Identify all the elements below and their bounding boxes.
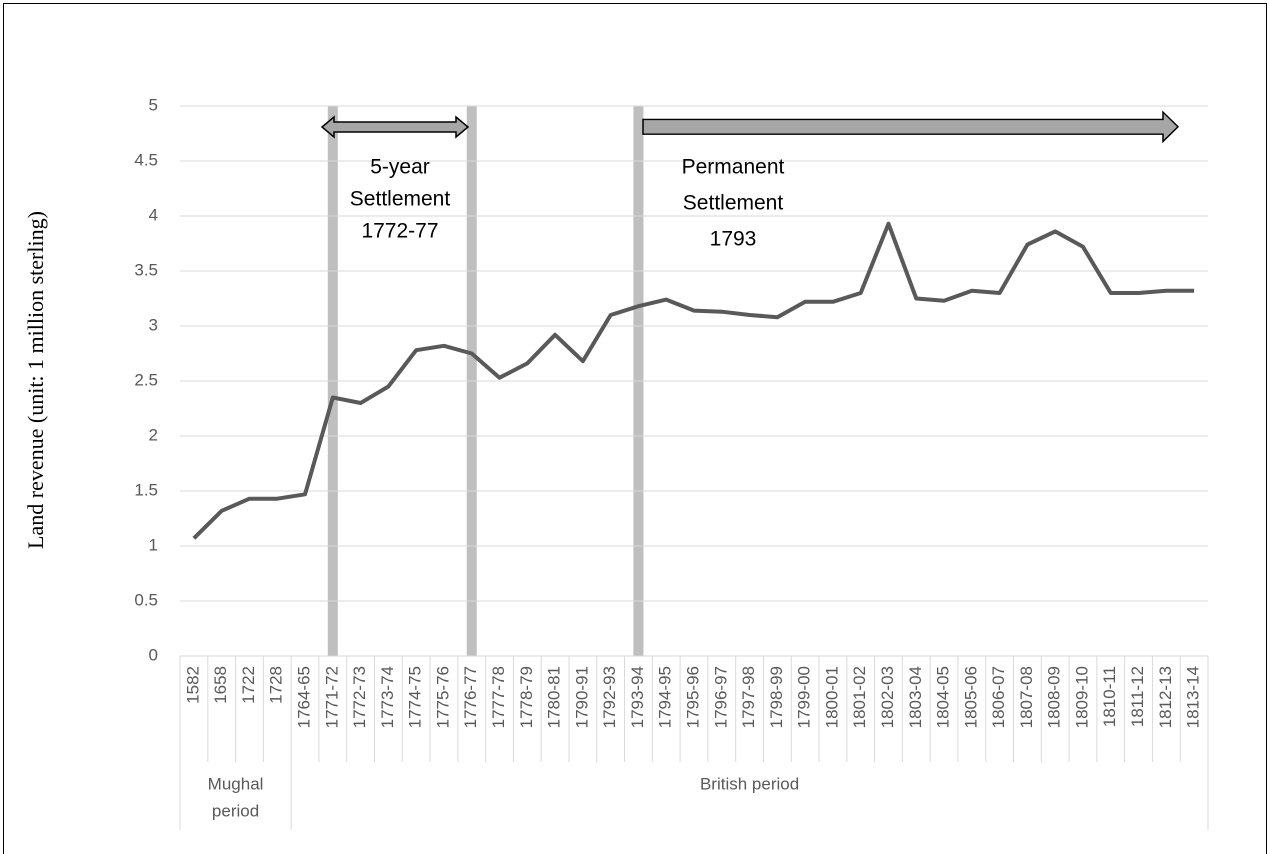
- arrows: [320, 110, 1180, 144]
- y-tick-label: 2.5: [134, 370, 158, 389]
- x-tick-label: 1802-03: [878, 666, 897, 728]
- x-tick-label: 1776-77: [461, 666, 480, 728]
- x-tick-label: 1728: [267, 666, 286, 704]
- y-tick-label: 5: [149, 95, 158, 114]
- y-tick-label: 0: [149, 645, 158, 664]
- y-tick-label: 0.5: [134, 590, 158, 609]
- group-label: British period: [700, 774, 799, 793]
- x-tick-label: 1764-65: [295, 666, 314, 728]
- y-tick-label: 4.5: [134, 150, 158, 169]
- frame: [3, 3, 1267, 854]
- annotation: Settlement: [683, 192, 784, 215]
- x-tick-label: 1771-72: [322, 666, 341, 728]
- x-tick-label: 1804-05: [934, 666, 953, 728]
- y-tick-label: 2: [149, 425, 158, 444]
- y-axis-label: Land revenue (unit: 1 million sterling): [23, 211, 48, 549]
- x-tick-label: 1775-76: [433, 666, 452, 728]
- x-tick-label: 1806-07: [989, 666, 1008, 728]
- y-tick-label: 3.5: [134, 260, 158, 279]
- x-tick-label: 1810-11: [1100, 666, 1119, 727]
- x-tick-label: 1772-73: [350, 666, 369, 728]
- annotation: 1772-77: [361, 220, 438, 243]
- x-tick-label: 1778-79: [517, 666, 536, 728]
- y-tick-label: 1: [149, 535, 158, 554]
- group-label: period: [212, 801, 259, 820]
- y-tick-label: 3: [149, 315, 158, 334]
- x-tick-label: 1790-91: [572, 666, 591, 728]
- x-tick-label: 1803-04: [906, 666, 925, 728]
- data-line: [192, 221, 1195, 540]
- x-tick-label: 1780-81: [545, 666, 564, 728]
- x-tick-label: 1807-08: [1017, 666, 1036, 728]
- x-tick-label: 1811-12: [1128, 666, 1147, 727]
- x-tick-label: 1812-13: [1156, 666, 1175, 728]
- x-tick-label: 1805-06: [961, 666, 980, 728]
- x-tick-label: 1808-09: [1045, 666, 1064, 728]
- x-tick-label: 1792-93: [600, 666, 619, 728]
- x-tick-label: 1796-97: [711, 666, 730, 728]
- x-tick-label: 1795-96: [683, 666, 702, 728]
- x-tick-label: 1801-02: [850, 666, 869, 728]
- x-tick-label: 1773-74: [378, 666, 397, 728]
- arrow: [320, 115, 470, 139]
- annotation: 5-year: [370, 156, 430, 179]
- x-tick-label: 1813-14: [1184, 666, 1203, 728]
- group-label: Mughal: [208, 774, 264, 793]
- x-tick-label: 1799-00: [795, 666, 814, 728]
- x-tick-label: 1798-99: [767, 666, 786, 728]
- y-tick-label: 4: [149, 205, 158, 224]
- annotation: 1793: [710, 228, 757, 251]
- x-tick-label: 1722: [239, 666, 258, 704]
- y-tick-label: 1.5: [134, 480, 158, 499]
- x-tick-label: 1800-01: [822, 666, 841, 728]
- x-tick-label: 1582: [183, 666, 202, 704]
- x-tick-label: 1794-95: [656, 666, 675, 728]
- annotation: Settlement: [350, 188, 451, 211]
- x-tick-label: 1658: [211, 666, 230, 704]
- x-tick-label: 1777-78: [489, 666, 508, 728]
- annotation: Permanent: [682, 156, 785, 179]
- x-tick-label: 1793-94: [628, 666, 647, 728]
- x-tick-label: 1797-98: [739, 666, 758, 728]
- arrow: [642, 110, 1180, 144]
- x-tick-label: 1774-75: [406, 666, 425, 728]
- x-tick-label: 1809-10: [1072, 666, 1091, 728]
